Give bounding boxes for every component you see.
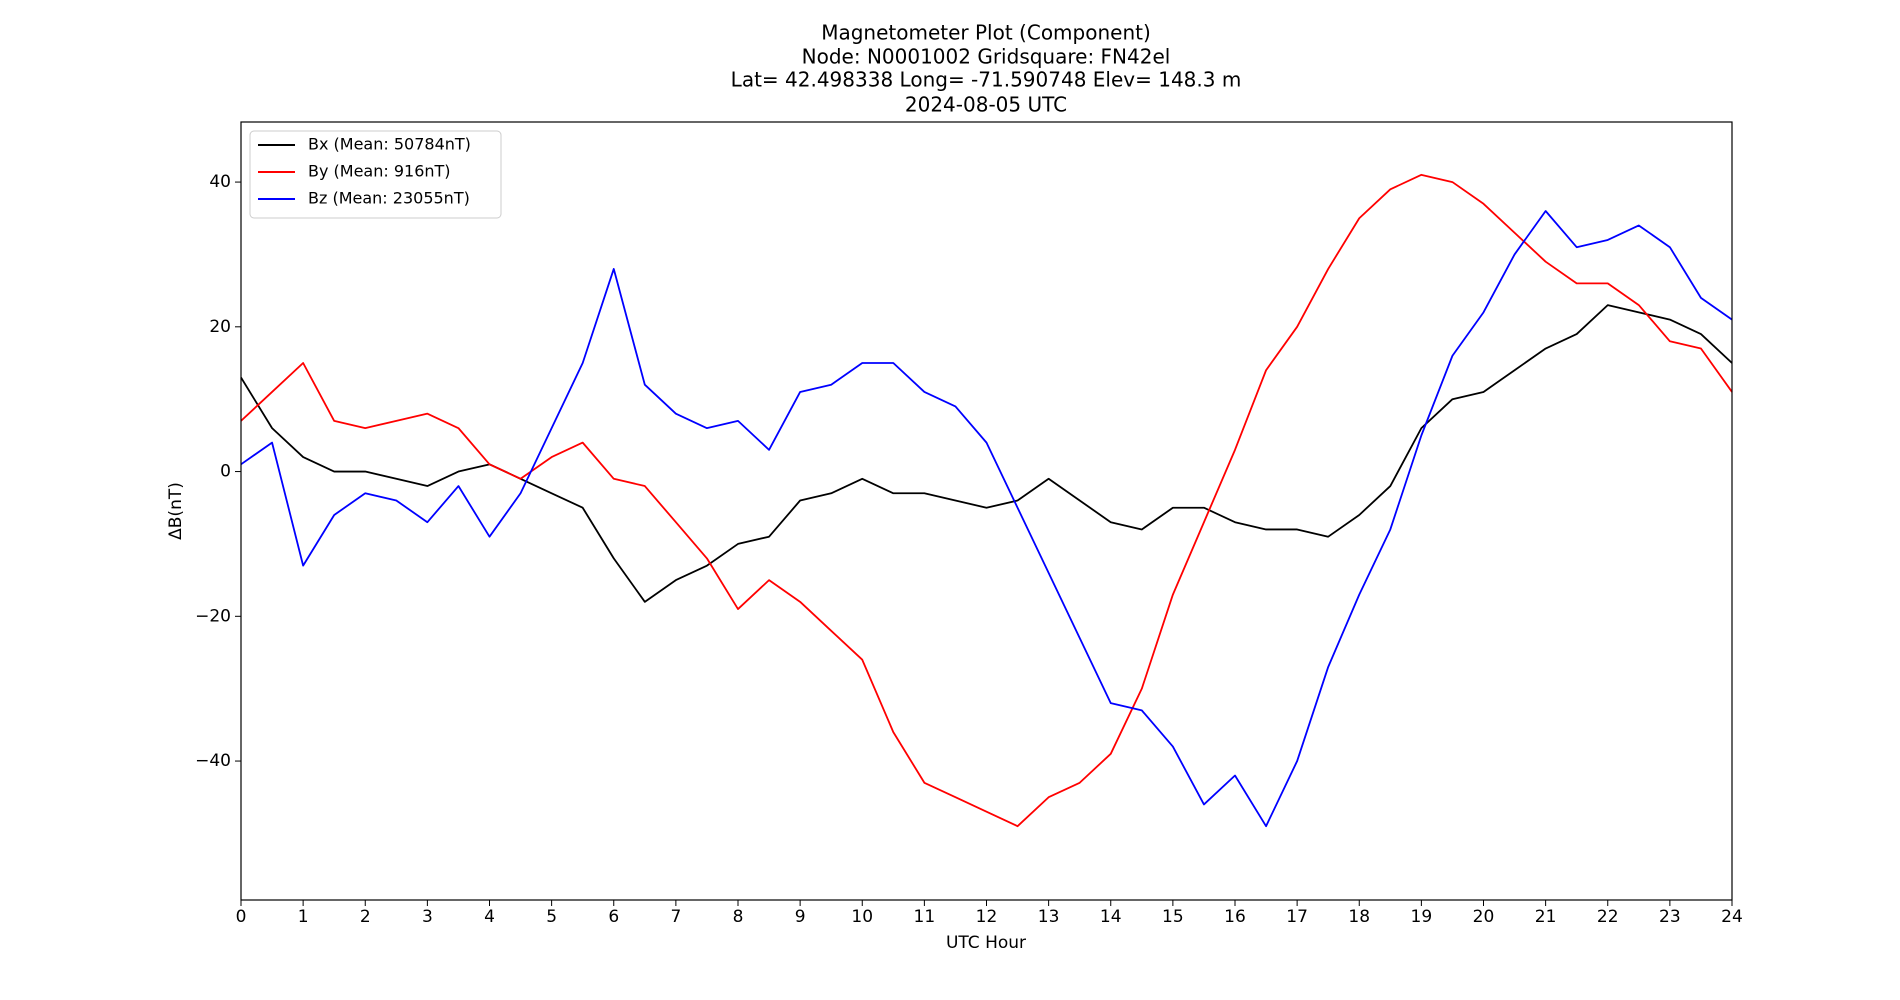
title-line: Lat= 42.498338 Long= -71.590748 Elev= 14… (731, 68, 1242, 92)
x-tick-label: 9 (795, 907, 806, 927)
x-tick-label: 22 (1597, 907, 1619, 927)
legend-label: By (Mean: 916nT) (308, 162, 451, 181)
y-tick-label: 0 (220, 462, 231, 482)
x-tick-label: 16 (1224, 907, 1246, 927)
x-tick-label: 11 (914, 907, 936, 927)
x-tick-label: 1 (298, 907, 309, 927)
x-tick-label: 23 (1659, 907, 1681, 927)
legend-label: Bx (Mean: 50784nT) (308, 135, 471, 154)
title-line: Node: N0001002 Gridsquare: FN42el (802, 45, 1171, 69)
x-tick-label: 15 (1162, 907, 1184, 927)
x-tick-label: 6 (608, 907, 619, 927)
x-tick-label: 7 (670, 907, 681, 927)
x-tick-label: 10 (851, 907, 873, 927)
series-line (240, 173, 1733, 828)
x-tick-label: 17 (1286, 907, 1308, 927)
x-tick-label: 8 (733, 907, 744, 927)
x-tick-label: 19 (1411, 907, 1433, 927)
x-tick-label: 12 (976, 907, 998, 927)
x-tick-label: 13 (1038, 907, 1060, 927)
y-tick-label: 20 (209, 317, 231, 337)
y-tick-label: −20 (195, 606, 231, 626)
series-line (240, 304, 1733, 603)
x-tick-label: 5 (546, 907, 557, 927)
x-tick-label: 2 (360, 907, 371, 927)
y-axis-label: ΔB(nT) (166, 482, 186, 540)
title-line: Magnetometer Plot (Component) (821, 21, 1151, 45)
legend-label: Bz (Mean: 23055nT) (308, 189, 470, 208)
x-tick-label: 21 (1535, 907, 1557, 927)
y-tick-label: −40 (195, 751, 231, 771)
x-tick-label: 20 (1473, 907, 1495, 927)
x-tick-label: 18 (1348, 907, 1370, 927)
series-line (240, 210, 1733, 828)
x-tick-label: 3 (422, 907, 433, 927)
x-tick-label: 4 (484, 907, 495, 927)
y-tick-label: 40 (209, 172, 231, 192)
x-tick-label: 24 (1721, 907, 1743, 927)
x-axis-label: UTC Hour (946, 933, 1026, 953)
x-tick-label: 14 (1100, 907, 1122, 927)
plot-frame (240, 121, 1733, 901)
x-tick-label: 0 (236, 907, 247, 927)
legend-box (249, 130, 502, 219)
title-line: 2024-08-05 UTC (905, 93, 1067, 117)
